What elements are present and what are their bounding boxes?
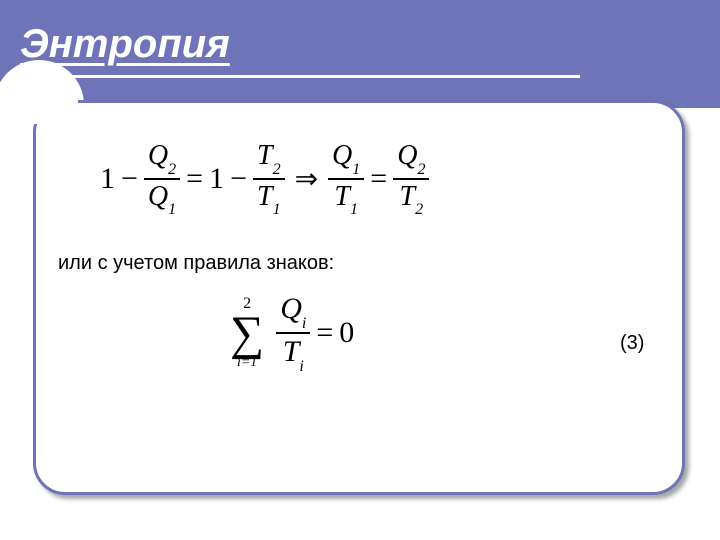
equation-2: 2 ∑ i=1 Qi Ti = 0 [230,292,430,392]
minus-sign: − [230,162,247,196]
var-t: T [334,181,350,212]
subscript-2: 2 [415,201,423,218]
digit-zero: 0 [339,316,354,350]
equals-sign: = [316,316,333,350]
subscript-i: i [302,315,306,332]
fraction-q1-over-t1: Q1 T1 [328,140,364,217]
subscript-1: 1 [350,201,358,218]
slide-title: Энтропия [20,22,230,67]
var-q: Q [397,140,417,171]
equation-1: 1 − Q2 Q1 = 1 − T2 T1 ⇒ Q1 T1 = Q2 T2 [100,140,620,230]
summation-symbol: 2 ∑ i=1 [230,296,264,369]
frame-top-gap [30,84,78,124]
fraction-t2-over-t1: T2 T1 [253,140,285,217]
var-q: Q [332,140,352,171]
sigma-icon: ∑ [230,312,264,355]
subscript-1: 1 [168,201,176,218]
var-t: T [283,335,300,368]
subscript-2: 2 [273,161,281,178]
subscript-i: i [299,358,303,375]
equals-sign: = [186,162,203,196]
equals-sign: = [370,162,387,196]
fraction-qi-over-ti: Qi Ti [276,292,310,374]
fraction-q2-over-q1: Q2 Q1 [144,140,180,217]
subscript-1: 1 [352,161,360,178]
var-q: Q [280,292,302,325]
equation-number: (3) [620,332,644,355]
title-underline-extension [20,75,580,78]
var-t: T [257,140,273,171]
digit-one: 1 [209,162,224,196]
caption-text: или с учетом правила знаков: [58,252,334,275]
subscript-1: 1 [273,201,281,218]
implies-arrow-icon: ⇒ [291,162,322,196]
subscript-2: 2 [168,161,176,178]
var-t: T [257,181,273,212]
sum-lower-limit: i=1 [237,356,257,370]
fraction-q2-over-t2: Q2 T2 [393,140,429,217]
var-t: T [400,181,416,212]
subscript-2: 2 [417,161,425,178]
minus-sign: − [121,162,138,196]
var-q: Q [148,140,168,171]
digit-one: 1 [100,162,115,196]
var-q: Q [148,181,168,212]
